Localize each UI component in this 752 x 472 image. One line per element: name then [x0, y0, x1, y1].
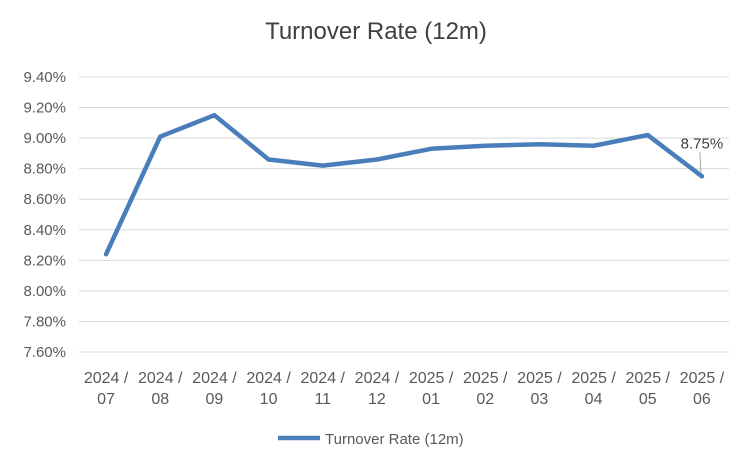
y-tick-label: 8.20%	[23, 252, 66, 269]
data-point	[158, 134, 163, 139]
y-tick-label: 8.80%	[23, 161, 66, 178]
y-axis-labels: 7.60% 7.80% 8.00% 8.20% 8.40% 8.60% 8.80% 9.00%…	[23, 69, 66, 361]
data-label: 8.75%	[681, 135, 724, 152]
series-line	[103, 112, 705, 257]
data-label-leader	[699, 152, 702, 173]
data-point	[699, 174, 704, 179]
data-point	[645, 133, 650, 138]
y-tick-label: 9.40%	[23, 69, 66, 86]
data-point	[374, 157, 379, 162]
y-tick-label: 8.60%	[23, 191, 66, 208]
data-labels: 8.75%	[681, 135, 724, 173]
x-tick-label: 2025 /06	[680, 370, 725, 408]
gridlines	[79, 76, 729, 353]
y-tick-label: 9.00%	[23, 130, 66, 147]
data-point	[320, 163, 325, 168]
data-point	[266, 157, 271, 162]
data-point	[104, 252, 109, 257]
data-point	[537, 142, 542, 147]
x-tick-label: 2024 /10	[246, 370, 291, 408]
x-tick-label: 2025 /02	[463, 370, 508, 408]
x-tick-label: 2025 /03	[517, 370, 562, 408]
x-tick-label: 2025 /01	[409, 370, 454, 408]
legend-label: Turnover Rate (12m)	[325, 431, 464, 448]
x-tick-label: 2024 /08	[138, 370, 183, 408]
y-tick-label: 7.80%	[23, 313, 66, 330]
y-tick-label: 9.20%	[23, 100, 66, 117]
x-tick-label: 2025 /04	[571, 370, 616, 408]
x-tick-label: 2025 /05	[626, 370, 671, 408]
data-point	[483, 143, 488, 148]
x-tick-label: 2024 /07	[84, 370, 129, 408]
y-tick-label: 8.40%	[23, 222, 66, 239]
series-layer	[103, 112, 705, 257]
x-tick-label: 2024 /11	[301, 370, 346, 408]
data-point	[591, 143, 596, 148]
data-point	[212, 113, 217, 118]
legend: Turnover Rate (12m)	[278, 431, 464, 448]
chart-title: Turnover Rate (12m)	[265, 18, 487, 45]
y-tick-label: 8.00%	[23, 283, 66, 300]
y-tick-label: 7.60%	[23, 344, 66, 361]
data-point	[429, 146, 434, 151]
x-tick-label: 2024 /09	[192, 370, 237, 408]
x-tick-label: 2024 /12	[355, 370, 400, 408]
